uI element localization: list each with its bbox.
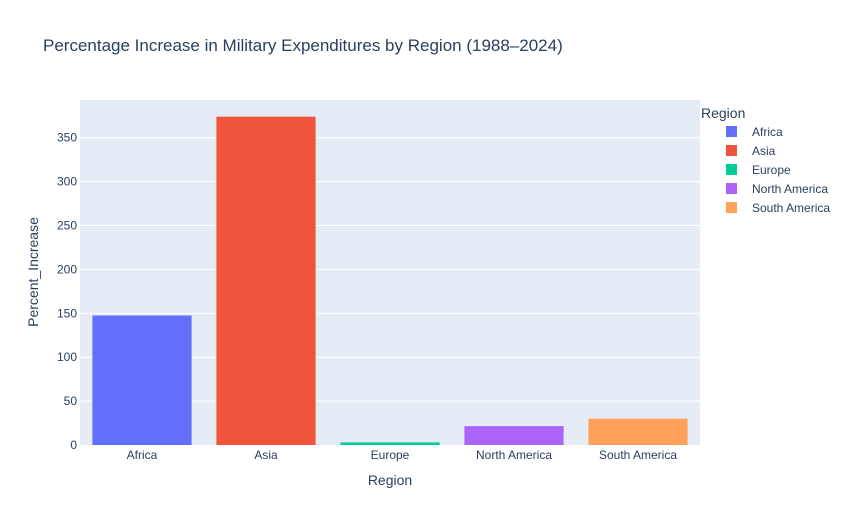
y-tick-label: 350 <box>57 131 77 145</box>
y-tick-label: 150 <box>57 306 77 320</box>
x-tick-label: Africa <box>127 448 158 462</box>
x-tick-label: South America <box>599 448 677 462</box>
x-axis-ticks: Africa Asia Europe North America South Ameri… <box>127 448 678 462</box>
x-tick-label: Asia <box>254 448 278 462</box>
y-tick-label: 50 <box>64 394 78 408</box>
legend-item-south-america[interactable]: South America <box>726 201 830 215</box>
legend-title: Region <box>701 105 745 121</box>
y-tick-label: 200 <box>57 262 77 276</box>
x-tick-label: Europe <box>371 448 410 462</box>
x-tick-label: North America <box>476 448 552 462</box>
legend-label: Asia <box>752 144 776 158</box>
y-tick-label: 100 <box>57 350 77 364</box>
y-tick-label: 250 <box>57 219 77 233</box>
bar-north-america <box>464 426 564 445</box>
legend-swatch <box>726 183 737 194</box>
legend-label: Africa <box>752 125 783 139</box>
bar-south-america <box>588 418 688 445</box>
bar-asia <box>216 116 316 446</box>
bar-europe <box>340 442 440 445</box>
x-axis-title: Region <box>368 472 412 488</box>
bar-africa <box>92 315 192 445</box>
legend-item-africa[interactable]: Africa <box>726 125 783 139</box>
chart-title: Percentage Increase in Military Expendit… <box>43 36 563 55</box>
legend: Region Africa Asia Europe North America Sout… <box>701 105 830 215</box>
y-axis-ticks: 0 50 100 150 200 250 300 350 <box>57 131 77 452</box>
legend-swatch <box>726 202 737 213</box>
bars <box>92 116 688 446</box>
legend-swatch <box>726 126 737 137</box>
legend-item-north-america[interactable]: North America <box>726 182 828 196</box>
y-tick-label: 300 <box>57 175 77 189</box>
legend-label: South America <box>752 201 830 215</box>
legend-swatch <box>726 164 737 175</box>
y-tick-label: 0 <box>70 438 77 452</box>
y-axis-title: Percent_Increase <box>25 217 41 327</box>
legend-item-europe[interactable]: Europe <box>726 163 791 177</box>
legend-item-asia[interactable]: Asia <box>726 144 776 158</box>
legend-swatch <box>726 145 737 156</box>
legend-label: Europe <box>752 163 791 177</box>
legend-label: North America <box>752 182 828 196</box>
